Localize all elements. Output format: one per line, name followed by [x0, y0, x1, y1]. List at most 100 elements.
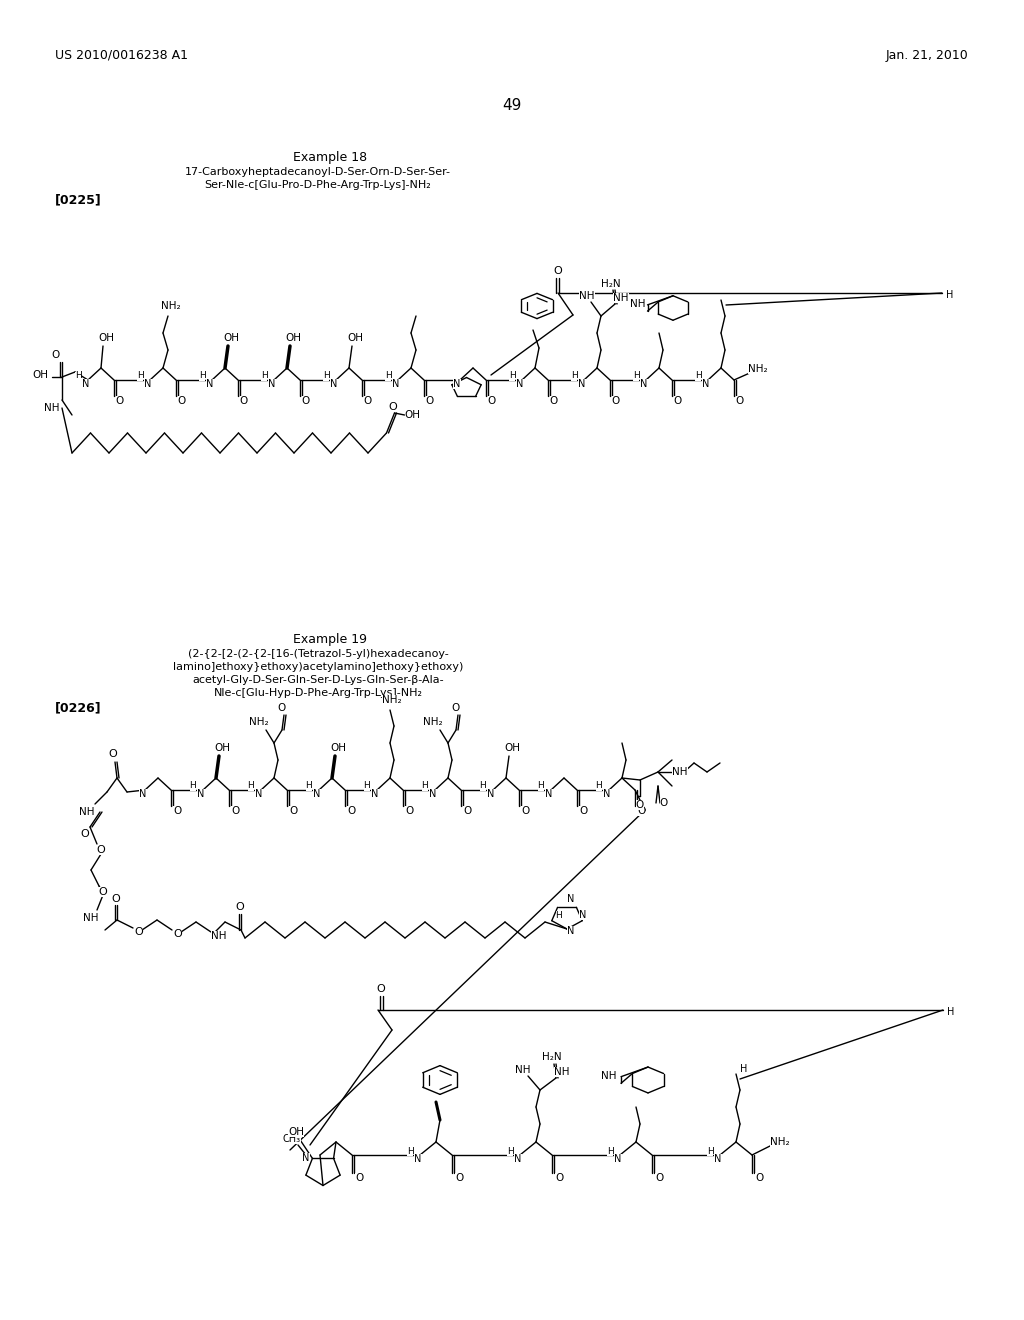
Text: N: N: [580, 909, 587, 920]
Text: H: H: [606, 1147, 613, 1155]
Text: NH: NH: [554, 1067, 569, 1077]
Text: O: O: [736, 396, 744, 407]
Text: Ser-Nle-c[Glu-Pro-D-Phe-Arg-Trp-Lys]-NH₂: Ser-Nle-c[Glu-Pro-D-Phe-Arg-Trp-Lys]-NH₂: [205, 180, 431, 190]
Text: O: O: [52, 350, 60, 360]
Text: N: N: [429, 789, 436, 799]
Text: O: O: [278, 704, 286, 713]
Text: NH: NH: [630, 300, 645, 309]
Text: O: O: [173, 807, 181, 816]
Text: OH: OH: [404, 411, 421, 420]
Text: O: O: [521, 807, 529, 816]
Text: O: O: [637, 807, 645, 816]
Text: O: O: [81, 829, 89, 840]
Text: H: H: [189, 781, 197, 791]
Text: NH₂: NH₂: [749, 364, 768, 374]
Text: N: N: [206, 379, 214, 389]
Text: OH: OH: [223, 333, 239, 343]
Text: N: N: [268, 379, 275, 389]
Text: NH: NH: [601, 1071, 616, 1081]
Text: H: H: [556, 911, 562, 920]
Text: Nle-c[Glu-Hyp-D-Phe-Arg-Trp-Lys]-NH₂: Nle-c[Glu-Hyp-D-Phe-Arg-Trp-Lys]-NH₂: [213, 688, 423, 698]
Text: N: N: [614, 1154, 622, 1164]
Text: O: O: [755, 1173, 763, 1183]
Text: N: N: [640, 379, 648, 389]
Text: OH: OH: [330, 743, 346, 752]
Text: O: O: [98, 887, 108, 898]
Text: Example 18: Example 18: [293, 152, 367, 165]
Text: H: H: [479, 781, 486, 791]
Text: N: N: [82, 379, 90, 389]
Text: N: N: [579, 379, 586, 389]
Text: NH: NH: [672, 767, 688, 777]
Text: H: H: [136, 371, 143, 380]
Text: N: N: [198, 789, 205, 799]
Text: H: H: [596, 781, 602, 791]
Text: NH: NH: [44, 403, 59, 413]
Text: OH: OH: [285, 333, 301, 343]
Text: OH: OH: [214, 743, 230, 752]
Text: OH: OH: [289, 1127, 304, 1138]
Text: N: N: [372, 789, 379, 799]
Text: O: O: [364, 396, 372, 407]
Text: O: O: [550, 396, 558, 407]
Text: N: N: [255, 789, 263, 799]
Text: N: N: [715, 1154, 722, 1164]
Text: O: O: [463, 807, 471, 816]
Text: O: O: [230, 807, 240, 816]
Text: H: H: [507, 1147, 513, 1155]
Text: O: O: [388, 403, 397, 412]
Text: OH: OH: [347, 333, 362, 343]
Text: H: H: [385, 371, 391, 380]
Text: N: N: [516, 379, 523, 389]
Text: N: N: [702, 379, 710, 389]
Text: O: O: [109, 748, 118, 759]
Text: N: N: [302, 1152, 309, 1163]
Text: N: N: [546, 789, 553, 799]
Text: O: O: [377, 983, 385, 994]
Text: O: O: [347, 807, 355, 816]
Text: acetyl-Gly-D-Ser-Gln-Ser-D-Lys-Gln-Ser-β-Ala-: acetyl-Gly-D-Ser-Gln-Ser-D-Lys-Gln-Ser-β…: [193, 675, 443, 685]
Text: H: H: [694, 371, 701, 380]
Text: N: N: [331, 379, 338, 389]
Text: N: N: [313, 789, 321, 799]
Text: O: O: [655, 1173, 664, 1183]
Text: NH₂: NH₂: [770, 1137, 790, 1147]
Text: lamino]ethoxy}ethoxy)acetylamino]ethoxy}ethoxy): lamino]ethoxy}ethoxy)acetylamino]ethoxy}…: [173, 663, 463, 672]
Text: O: O: [178, 396, 186, 407]
Text: (2-{2-[2-(2-{2-[16-(Tetrazol-5-yl)hexadecanoy-: (2-{2-[2-(2-{2-[16-(Tetrazol-5-yl)hexade…: [187, 649, 449, 659]
Text: O: O: [674, 396, 682, 407]
Text: N: N: [603, 789, 610, 799]
Text: H₂N: H₂N: [542, 1052, 562, 1063]
Text: NH₂: NH₂: [423, 717, 442, 727]
Text: H₂N: H₂N: [601, 279, 621, 289]
Text: O: O: [554, 267, 562, 276]
Text: O: O: [579, 807, 587, 816]
Text: N: N: [392, 379, 399, 389]
Text: CH₃: CH₃: [283, 1134, 301, 1144]
Text: NH₂: NH₂: [161, 301, 181, 312]
Text: NH: NH: [580, 290, 595, 301]
Text: N: N: [415, 1154, 422, 1164]
Text: N: N: [514, 1154, 521, 1164]
Text: H: H: [946, 290, 953, 300]
Text: H: H: [248, 781, 254, 791]
Text: O: O: [289, 807, 297, 816]
Text: OH: OH: [504, 743, 520, 752]
Text: H: H: [740, 1064, 748, 1074]
Text: H: H: [947, 1007, 954, 1016]
Text: H: H: [323, 371, 330, 380]
Text: H: H: [407, 1147, 414, 1155]
Text: H: H: [570, 371, 578, 380]
Text: O: O: [487, 396, 496, 407]
Text: Jan. 21, 2010: Jan. 21, 2010: [886, 49, 968, 62]
Text: O: O: [426, 396, 434, 407]
Text: NH₂: NH₂: [249, 717, 269, 727]
Text: O: O: [455, 1173, 463, 1183]
Text: O: O: [302, 396, 310, 407]
Text: H: H: [261, 371, 267, 380]
Text: O: O: [116, 396, 124, 407]
Text: OH: OH: [98, 333, 114, 343]
Text: NH: NH: [613, 293, 629, 304]
Text: [0226]: [0226]: [55, 701, 101, 714]
Text: N: N: [487, 789, 495, 799]
